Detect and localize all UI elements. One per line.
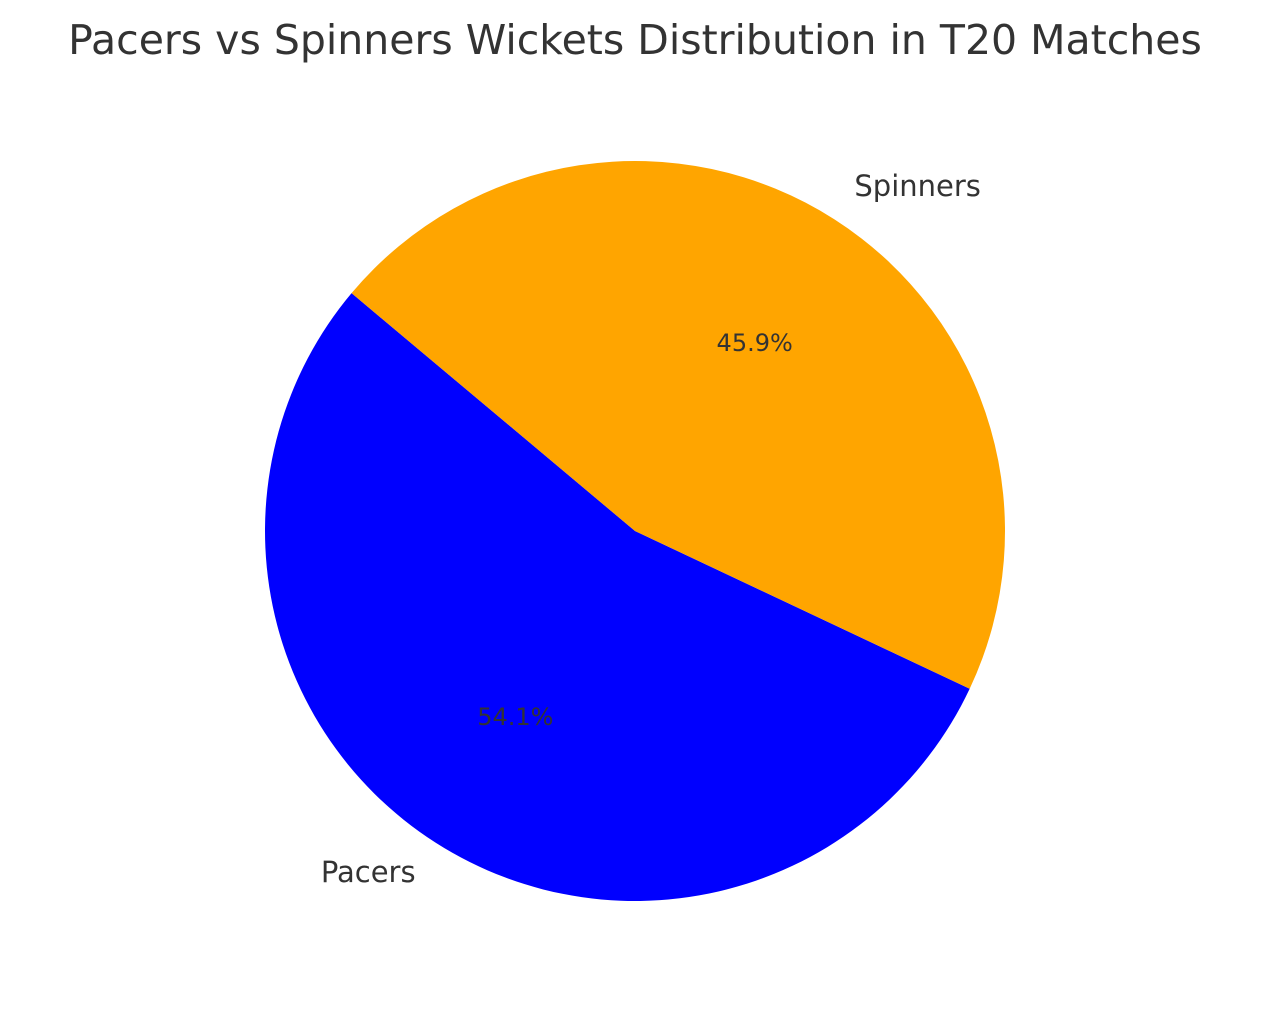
chart-title: Pacers vs Spinners Wickets Distribution … bbox=[68, 16, 1202, 64]
pie-labels: Pacers 54.1% Spinners 45.9% bbox=[321, 169, 981, 889]
pie-slice-pacers bbox=[265, 293, 970, 901]
pie-slices bbox=[265, 160, 1006, 901]
pie-slice-spinners bbox=[351, 160, 1006, 689]
percent-label-spinners: 45.9% bbox=[717, 329, 793, 357]
slice-label-pacers: Pacers bbox=[321, 855, 416, 889]
slice-label-spinners: Spinners bbox=[854, 169, 981, 203]
percent-label-pacers: 54.1% bbox=[477, 703, 553, 731]
